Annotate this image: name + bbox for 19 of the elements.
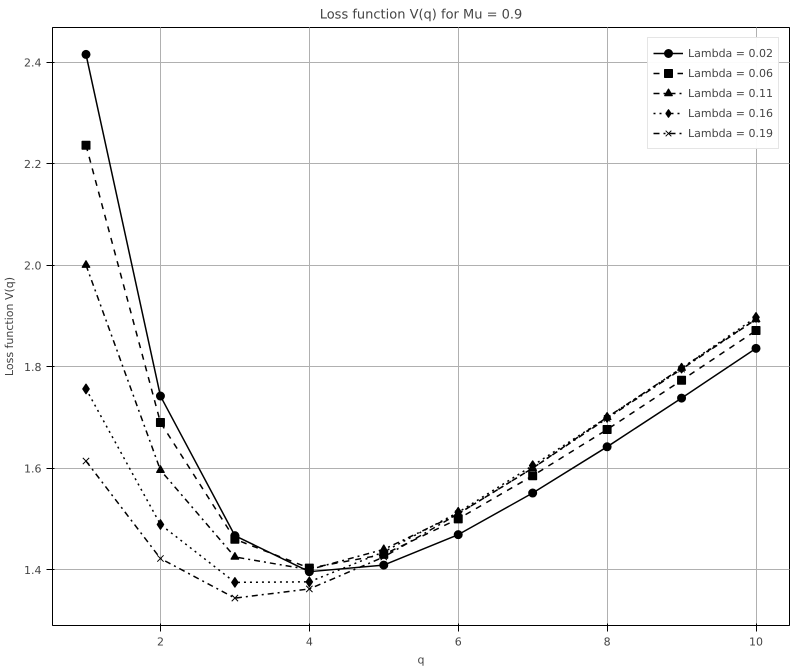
y-tick-label: 2.0	[24, 260, 42, 273]
x-tick-label: 6	[454, 636, 462, 648]
x-axis-title: q	[418, 654, 424, 666]
x-tick-label: 10	[749, 636, 763, 648]
y-tick-label: 2.4	[24, 56, 42, 70]
legend-label: Lambda = 0.06	[688, 66, 773, 80]
y-tick-label: 1.6	[24, 462, 42, 476]
legend-label: Lambda = 0.16	[688, 106, 773, 120]
legend-label: Lambda = 0.19	[688, 126, 773, 140]
y-tick-label: 1.4	[24, 564, 42, 578]
x-tick-label: 2	[156, 636, 164, 648]
y-tick-label: 2.2	[24, 158, 42, 172]
y-tick-label: 1.8	[24, 361, 42, 374]
legend-label: Lambda = 0.02	[688, 46, 773, 60]
legend-label: Lambda = 0.11	[688, 86, 773, 100]
x-tick-label: 8	[604, 636, 611, 648]
y-axis-title: Loss function V(q)	[3, 276, 16, 376]
chart-title: Loss function V(q) for Mu = 0.9	[320, 8, 522, 22]
x-tick-label: 4	[306, 636, 313, 648]
